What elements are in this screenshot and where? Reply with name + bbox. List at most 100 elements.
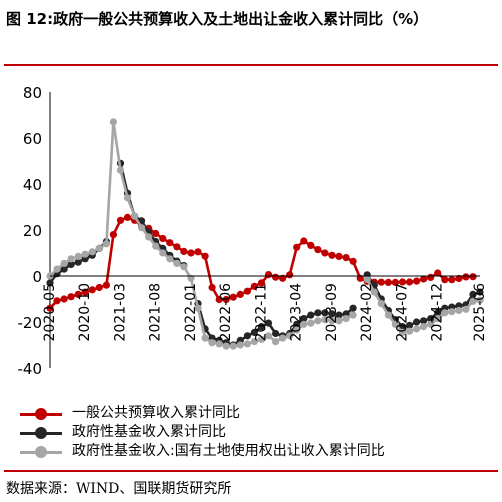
series-3-point bbox=[462, 305, 470, 313]
series-3-point bbox=[469, 297, 477, 305]
x-tick-label: 2023-04 bbox=[289, 283, 305, 342]
series-2-point bbox=[300, 315, 308, 323]
series-1-point bbox=[264, 271, 273, 279]
series-3-point bbox=[131, 212, 139, 220]
series-2-line bbox=[119, 163, 185, 267]
series-3-point bbox=[279, 334, 287, 342]
series-2-point bbox=[321, 309, 329, 317]
series-3-point bbox=[60, 259, 68, 267]
series-1-point bbox=[286, 271, 294, 279]
series-2-point bbox=[405, 321, 414, 329]
series-3-point bbox=[264, 332, 273, 340]
series-1-point bbox=[88, 286, 96, 294]
series-1-point bbox=[257, 279, 266, 287]
series-1-point bbox=[307, 241, 315, 249]
series-3-point bbox=[159, 249, 167, 257]
series-1-point bbox=[462, 273, 470, 281]
series-3-point bbox=[173, 259, 181, 267]
series-3-point bbox=[405, 327, 414, 335]
series-1-point bbox=[123, 213, 132, 221]
y-tick-label: -40 bbox=[18, 360, 43, 378]
series-3-point bbox=[102, 240, 110, 248]
series-1-point bbox=[293, 243, 301, 251]
series-2-point bbox=[427, 315, 435, 323]
series-1-point bbox=[398, 278, 407, 286]
series-1-point bbox=[229, 293, 237, 301]
series-3-point bbox=[349, 311, 357, 319]
series-3-point bbox=[138, 224, 146, 232]
series-3-point bbox=[81, 250, 89, 258]
source-note: 数据来源：WIND、国联期货研究所 bbox=[6, 481, 232, 497]
x-tick-label: 2021-03 bbox=[113, 283, 129, 342]
series-2-point bbox=[272, 329, 280, 338]
x-tick-label: 2020-05 bbox=[42, 283, 58, 342]
series-1-point bbox=[314, 246, 322, 254]
series-3-point bbox=[88, 248, 96, 256]
series-3-point bbox=[413, 325, 421, 333]
series-3-point bbox=[314, 317, 322, 325]
series-1-point bbox=[342, 254, 350, 262]
series-2-point bbox=[46, 279, 54, 287]
legend-item-series-2: 政府性基金收入累计同比 bbox=[16, 423, 496, 442]
legend-label: 政府性基金收入:国有土地使用权出让收入累计同比 bbox=[72, 443, 385, 459]
series-3-point bbox=[286, 332, 294, 340]
x-tick-label: 2023-09 bbox=[324, 283, 340, 342]
y-tick-label: 40 bbox=[23, 176, 42, 194]
x-tick-label: 2022-06 bbox=[218, 283, 234, 342]
series-3-point bbox=[53, 265, 61, 273]
series-1-point bbox=[377, 278, 385, 286]
legend-item-series-1: 一般公共预算收入累计同比 bbox=[16, 404, 496, 423]
series-2-point bbox=[349, 304, 357, 312]
series-1-point bbox=[116, 216, 125, 224]
series-1-point bbox=[272, 273, 280, 281]
legend-swatch-marker bbox=[35, 408, 47, 420]
series-1-point bbox=[405, 278, 414, 286]
y-tick-label: -20 bbox=[18, 314, 43, 332]
series-3-point bbox=[180, 263, 188, 271]
series-2-point bbox=[243, 332, 251, 340]
series-1-point bbox=[321, 249, 329, 257]
series-3-point bbox=[116, 166, 125, 174]
series-1-point bbox=[300, 237, 308, 245]
series-1-point bbox=[173, 243, 181, 251]
series-1-point bbox=[427, 273, 435, 281]
series-1-point bbox=[152, 229, 160, 238]
series-2-point bbox=[74, 258, 82, 266]
series-3-point bbox=[222, 342, 230, 350]
series-1-point bbox=[208, 283, 216, 292]
series-1-point bbox=[215, 295, 223, 304]
legend-item-series-3: 政府性基金收入:国有土地使用权出让收入累计同比 bbox=[16, 442, 496, 461]
series-1-point bbox=[194, 248, 202, 256]
series-3-point bbox=[420, 323, 428, 331]
series-3-point bbox=[250, 338, 258, 346]
series-2-point bbox=[314, 309, 322, 317]
series-3-point bbox=[272, 338, 280, 346]
title-divider bbox=[4, 64, 498, 66]
series-2-point bbox=[328, 310, 336, 318]
series-3-point bbox=[300, 320, 308, 328]
series-2-point bbox=[293, 320, 301, 328]
series-1-point bbox=[60, 295, 68, 303]
series-1-point bbox=[243, 287, 251, 295]
series-1-point bbox=[441, 276, 449, 284]
series-3-point bbox=[342, 315, 350, 323]
series-1-point bbox=[201, 252, 209, 260]
series-3-point bbox=[152, 242, 160, 250]
series-1-point bbox=[102, 281, 110, 289]
series-3-point bbox=[377, 300, 385, 308]
series-3-point bbox=[215, 340, 223, 348]
series-3-point bbox=[145, 233, 153, 241]
series-3-point bbox=[328, 317, 336, 325]
y-tick-label: 80 bbox=[23, 84, 42, 102]
series-1-point bbox=[448, 276, 456, 284]
legend-swatch-marker bbox=[35, 427, 47, 439]
series-1-point bbox=[81, 288, 89, 296]
x-tick-label: 2022-11 bbox=[254, 283, 270, 342]
series-1-point bbox=[67, 293, 75, 301]
series-1-point bbox=[413, 277, 421, 285]
series-1-point bbox=[236, 290, 244, 298]
series-2-point bbox=[307, 311, 315, 319]
series-3-point bbox=[194, 304, 202, 312]
series-2-point bbox=[335, 311, 343, 319]
series-3-point bbox=[293, 326, 301, 334]
